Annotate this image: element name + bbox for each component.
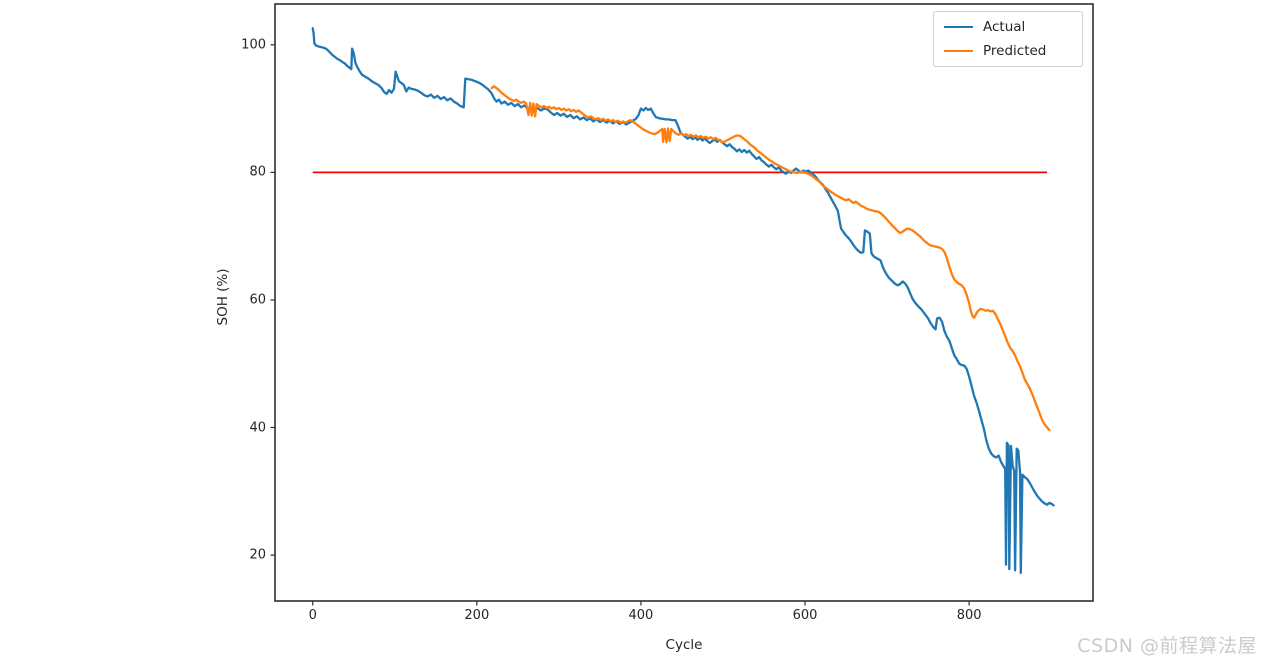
y-tick-label: 80 [249,164,266,180]
predicted-line-swatch-icon [944,50,973,53]
x-tick-label: 0 [308,608,317,623]
actual-series-line [311,27,1055,575]
y-tick-label: 20 [249,547,266,563]
legend: Actual Predicted [933,11,1083,68]
x-tick-label: 600 [792,608,818,623]
legend-label-predicted: Predicted [983,43,1047,60]
x-tick-label: 800 [956,608,982,623]
legend-item-actual: Actual [944,19,1072,35]
predicted-series-line [490,85,1051,432]
x-tick-label: 400 [628,608,654,623]
y-tick-label: 100 [241,37,266,53]
actual-line-swatch-icon [944,26,973,29]
plot-frame [274,3,1094,602]
legend-label-actual: Actual [983,19,1026,35]
watermark: CSDN @前程算法屋 [1077,635,1257,657]
legend-item-predicted: Predicted [944,43,1072,59]
y-tick-label: 60 [249,292,266,308]
y-tick-label: 40 [249,420,266,435]
x-tick-label: 200 [464,608,490,623]
y-axis-label: SOH (%) [215,268,231,326]
x-axis-label: Cycle [665,637,703,653]
